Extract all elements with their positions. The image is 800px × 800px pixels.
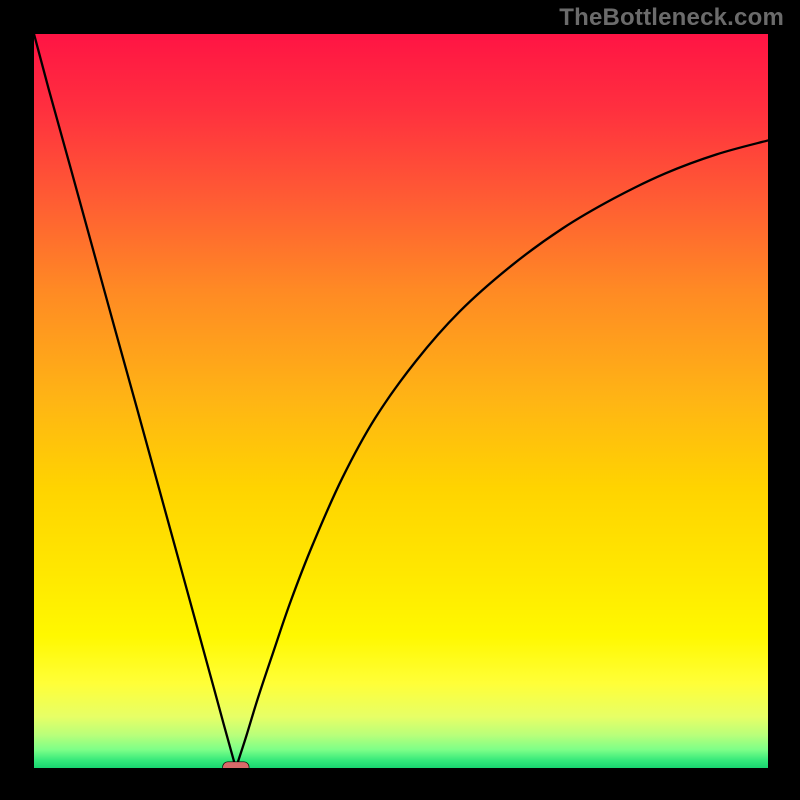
gradient-background	[34, 34, 768, 768]
vertex-marker	[223, 762, 249, 768]
figure-root: TheBottleneck.com	[0, 0, 800, 800]
bottleneck-curve-chart	[34, 34, 768, 768]
watermark-text: TheBottleneck.com	[559, 4, 784, 32]
